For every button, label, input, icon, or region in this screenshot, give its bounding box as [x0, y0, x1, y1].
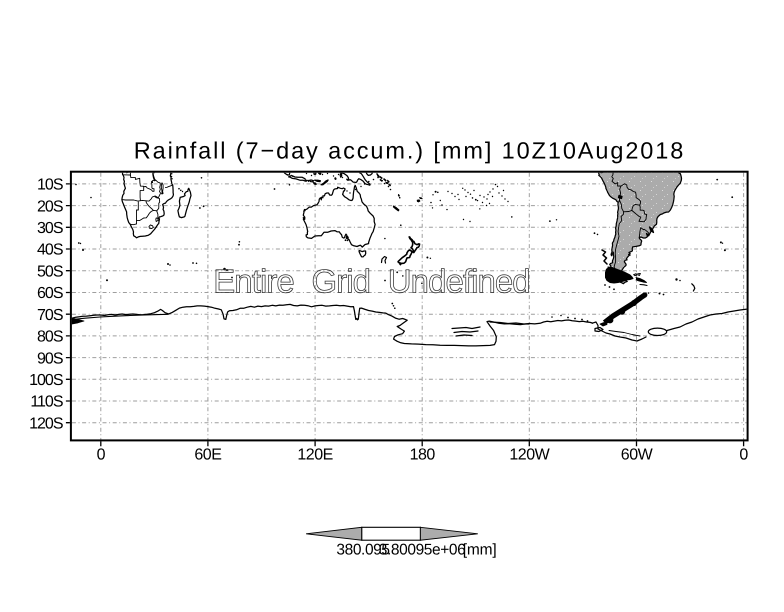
svg-text:180: 180 — [410, 447, 436, 464]
svg-text:70S: 70S — [37, 307, 63, 324]
svg-text:30S: 30S — [37, 220, 63, 237]
svg-text:90S: 90S — [37, 350, 63, 367]
svg-text:0: 0 — [97, 447, 106, 464]
svg-text:120E: 120E — [297, 447, 332, 464]
svg-text:110S: 110S — [30, 394, 63, 411]
svg-text:50S: 50S — [37, 263, 63, 280]
svg-text:Entire Grid Undefined: Entire Grid Undefined — [213, 262, 529, 299]
svg-text:10S: 10S — [37, 177, 63, 194]
svg-text:0: 0 — [739, 447, 748, 464]
svg-text:60W: 60W — [621, 447, 654, 464]
svg-text:120S: 120S — [29, 415, 63, 432]
svg-text:40S: 40S — [37, 242, 63, 259]
svg-text:Rainfall (7−day accum.) [mm] 1: Rainfall (7−day accum.) [mm] 10Z10Aug201… — [134, 137, 685, 163]
svg-text:100S: 100S — [29, 372, 63, 389]
svg-text:60S: 60S — [37, 285, 63, 302]
svg-text:20S: 20S — [37, 198, 63, 215]
svg-text:60E: 60E — [194, 447, 221, 464]
svg-text:3.80095e+06: 3.80095e+06 — [379, 541, 466, 558]
svg-text:120W: 120W — [509, 447, 550, 464]
svg-text:380.095: 380.095 — [336, 541, 389, 558]
svg-text:[mm]: [mm] — [463, 541, 497, 558]
svg-text:80S: 80S — [37, 329, 63, 346]
